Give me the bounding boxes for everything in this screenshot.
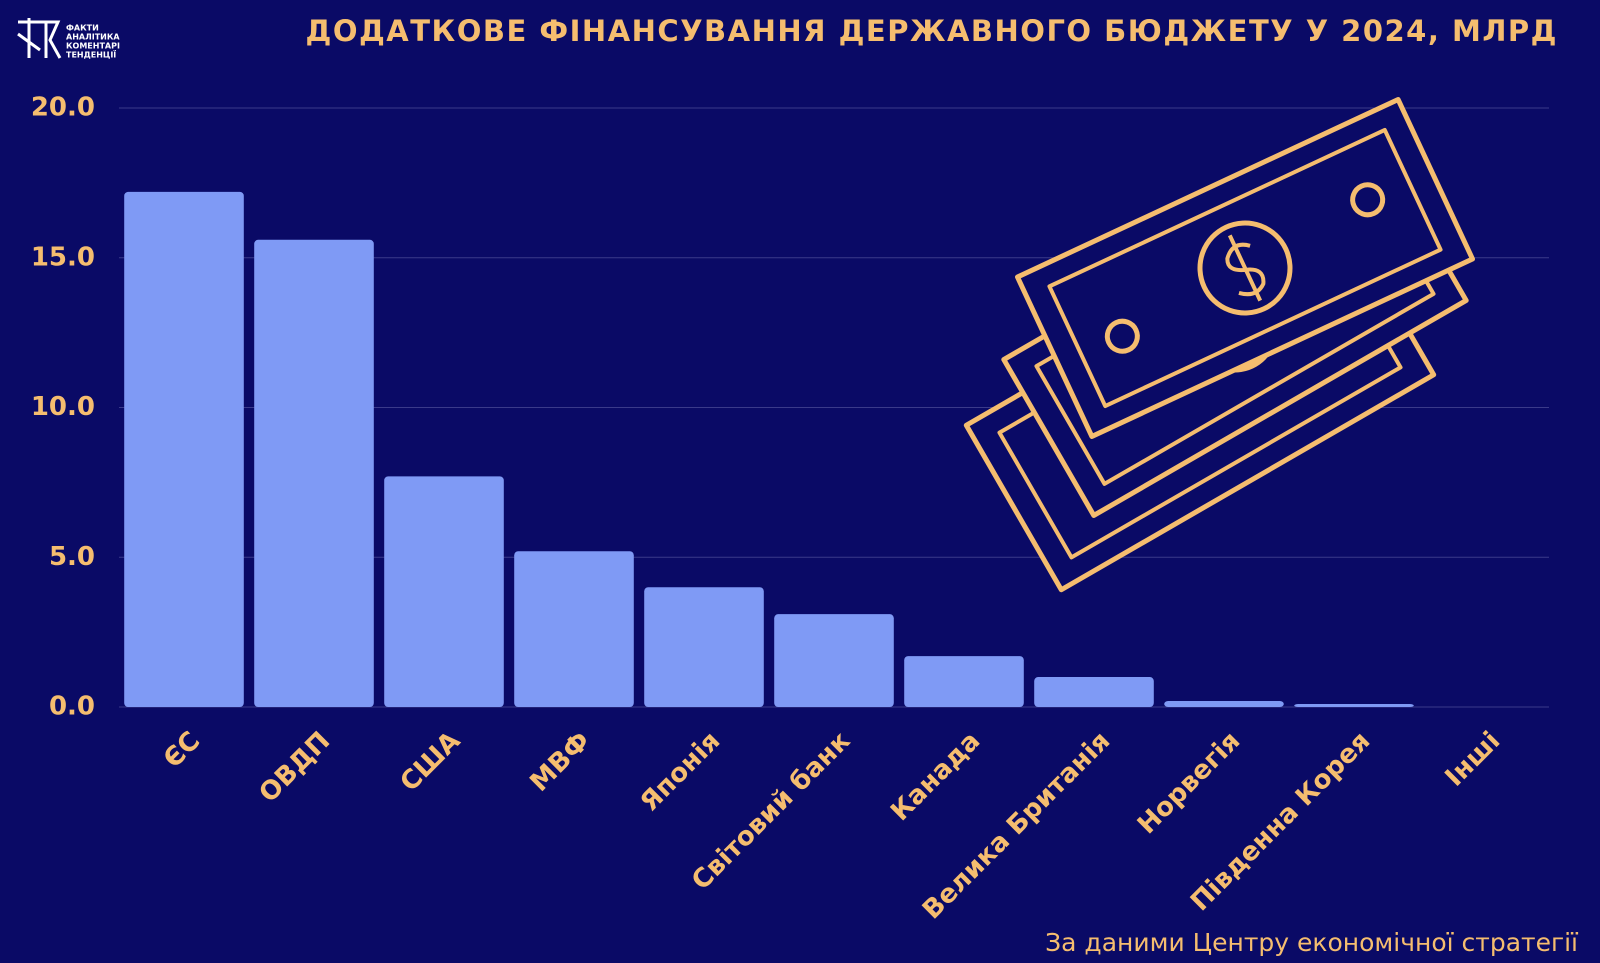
x-tick-label: МВФ [524, 726, 596, 798]
bar [254, 239, 374, 707]
x-tick-label: США [395, 726, 467, 798]
bar [514, 551, 634, 707]
logo-text: ТЕНДЕНЦІЇ [66, 50, 116, 60]
y-tick-label: 10.0 [31, 392, 95, 422]
logo-text: АНАЛІТИКА [66, 33, 120, 42]
bar [384, 476, 504, 707]
x-tick-label: Інші [1440, 726, 1507, 793]
logo-text: ФАКТИ [66, 24, 99, 33]
bar [1034, 677, 1154, 707]
money-illustration [963, 96, 1476, 593]
bar [124, 191, 244, 708]
x-tick-label: ОВДП [254, 726, 337, 809]
chart-title: ДОДАТКОВЕ ФІНАНСУВАННЯ ДЕРЖАВНОГО БЮДЖЕТ… [305, 14, 1558, 48]
y-tick-label: 5.0 [49, 542, 95, 572]
bar [644, 587, 764, 707]
x-tick-label: ЄС [158, 726, 206, 774]
bar [1294, 704, 1414, 707]
logo-mark [17, 18, 62, 59]
logo-text: КОМЕНТАРІ [66, 42, 120, 51]
source-note: За даними Центру економічної стратегії [1045, 928, 1579, 957]
y-tick-label: 0.0 [49, 692, 95, 722]
y-tick-label: 20.0 [31, 93, 95, 123]
bar [1164, 701, 1284, 707]
logo: ФАКТИ АНАЛІТИКА КОМЕНТАРІ ТЕНДЕНЦІЇ [17, 18, 120, 60]
y-tick-label: 15.0 [31, 242, 95, 272]
x-tick-label: Норвегія [1132, 726, 1246, 840]
x-tick-label: Японія [635, 726, 727, 818]
x-tick-label: Канада [885, 726, 986, 827]
bar [904, 656, 1024, 707]
bar [774, 614, 894, 707]
